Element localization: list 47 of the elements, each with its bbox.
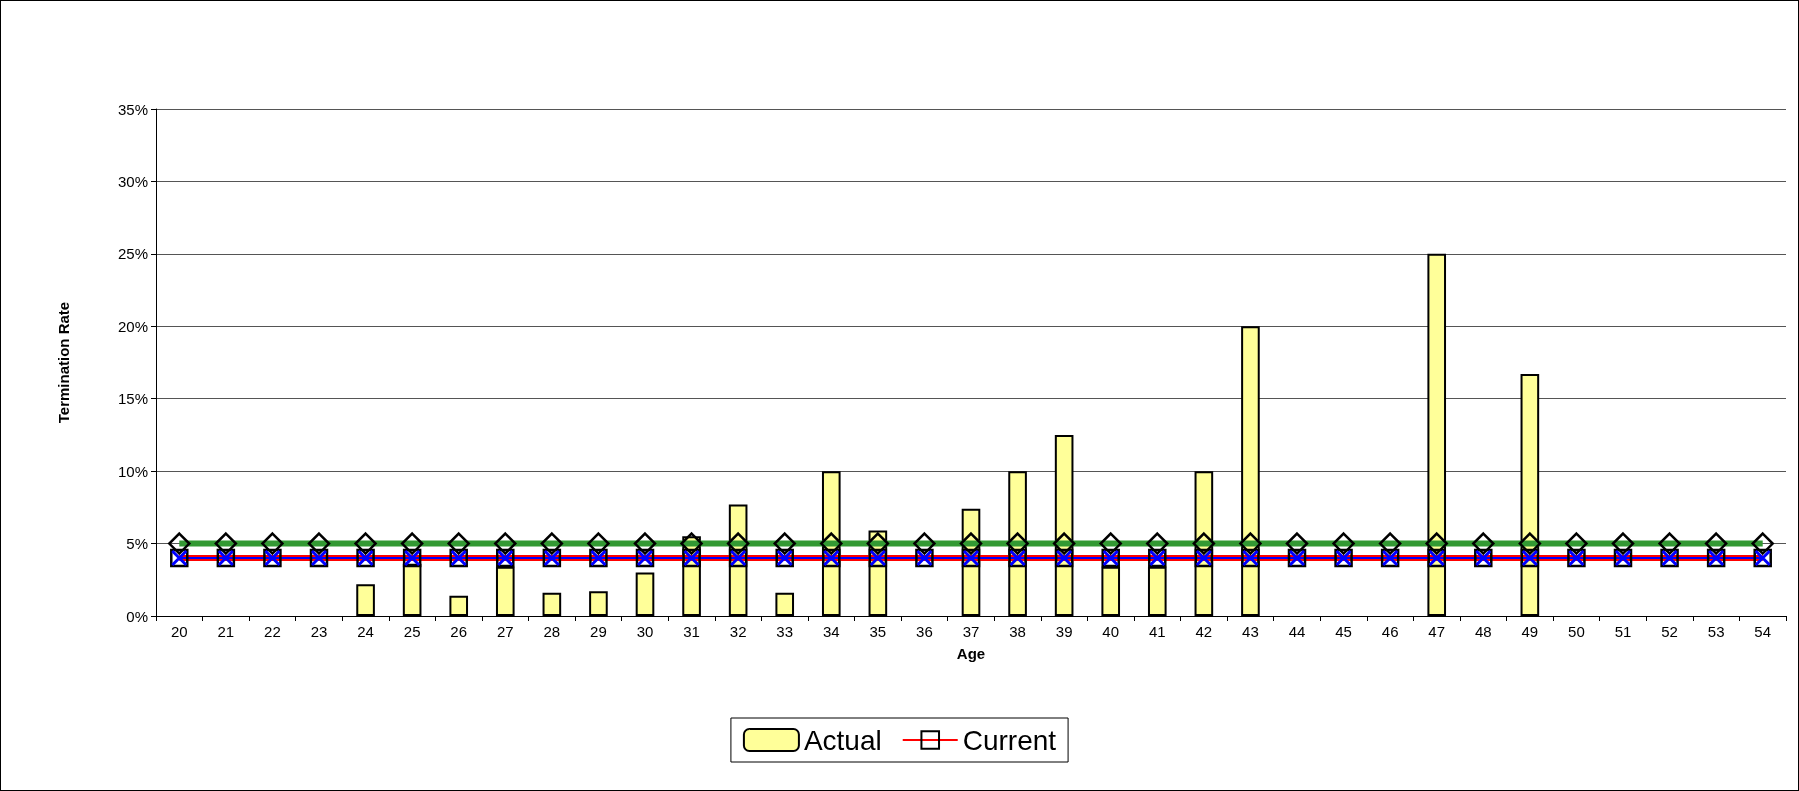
y-tick-label: 25% [117, 245, 148, 263]
x-tick-label: 28 [543, 623, 561, 640]
x-tick-label: 20 [170, 623, 188, 640]
x-tick-label: 24 [357, 623, 374, 640]
x-tick-label: 27 [496, 623, 514, 640]
x-tick-label: 46 [1381, 623, 1399, 640]
y-tick-label: 10% [117, 462, 148, 480]
x-tick-label: 53 [1707, 623, 1725, 640]
y-tick-label: 5% [126, 535, 148, 553]
legend-label: Actual [803, 724, 882, 756]
x-tick-label: 35 [869, 623, 887, 640]
x-tick-label: 33 [776, 623, 794, 640]
x-tick-label: 54 [1754, 623, 1772, 640]
x-tick-label: 50 [1568, 623, 1585, 640]
x-tick-label: 39 [1055, 623, 1073, 640]
x-tick-label: 41 [1148, 623, 1166, 640]
x-tick-label: 42 [1195, 623, 1213, 640]
y-tick-label: 30% [117, 172, 148, 190]
x-tick-label: 49 [1521, 623, 1539, 640]
x-tick-label: 34 [822, 623, 840, 640]
y-tick-label: 15% [117, 390, 148, 408]
x-tick-label: 23 [310, 623, 328, 640]
y-tick-label: 35% [117, 100, 148, 118]
x-tick-label: 29 [590, 623, 607, 640]
y-axis-title: Termination Rate [55, 301, 72, 424]
x-tick-label: 37 [962, 623, 980, 640]
x-tick-label: 40 [1102, 623, 1120, 640]
x-axis-title: Age [956, 645, 986, 662]
x-tick-label: 36 [916, 623, 933, 640]
x-tick-label: 51 [1614, 623, 1632, 640]
x-tick-label: 31 [683, 623, 700, 640]
y-tick-label: 20% [117, 317, 148, 335]
x-tick-label: 38 [1009, 623, 1026, 640]
x-tick-label: 25 [403, 623, 421, 640]
x-tick-label: 45 [1335, 623, 1352, 640]
x-tick-label: 26 [450, 623, 468, 640]
legend-label: Current [962, 724, 1057, 756]
x-tick-label: 30 [636, 623, 654, 640]
x-tick-label: 47 [1428, 623, 1446, 640]
x-tick-label: 48 [1474, 623, 1492, 640]
x-tick-label: 32 [729, 623, 747, 640]
x-tick-label: 22 [264, 623, 281, 640]
x-tick-label: 52 [1661, 623, 1678, 640]
x-tick-label: 44 [1288, 623, 1306, 640]
y-tick-label: 0% [126, 607, 148, 625]
x-tick-label: 43 [1242, 623, 1259, 640]
x-tick-label: 21 [217, 623, 235, 640]
